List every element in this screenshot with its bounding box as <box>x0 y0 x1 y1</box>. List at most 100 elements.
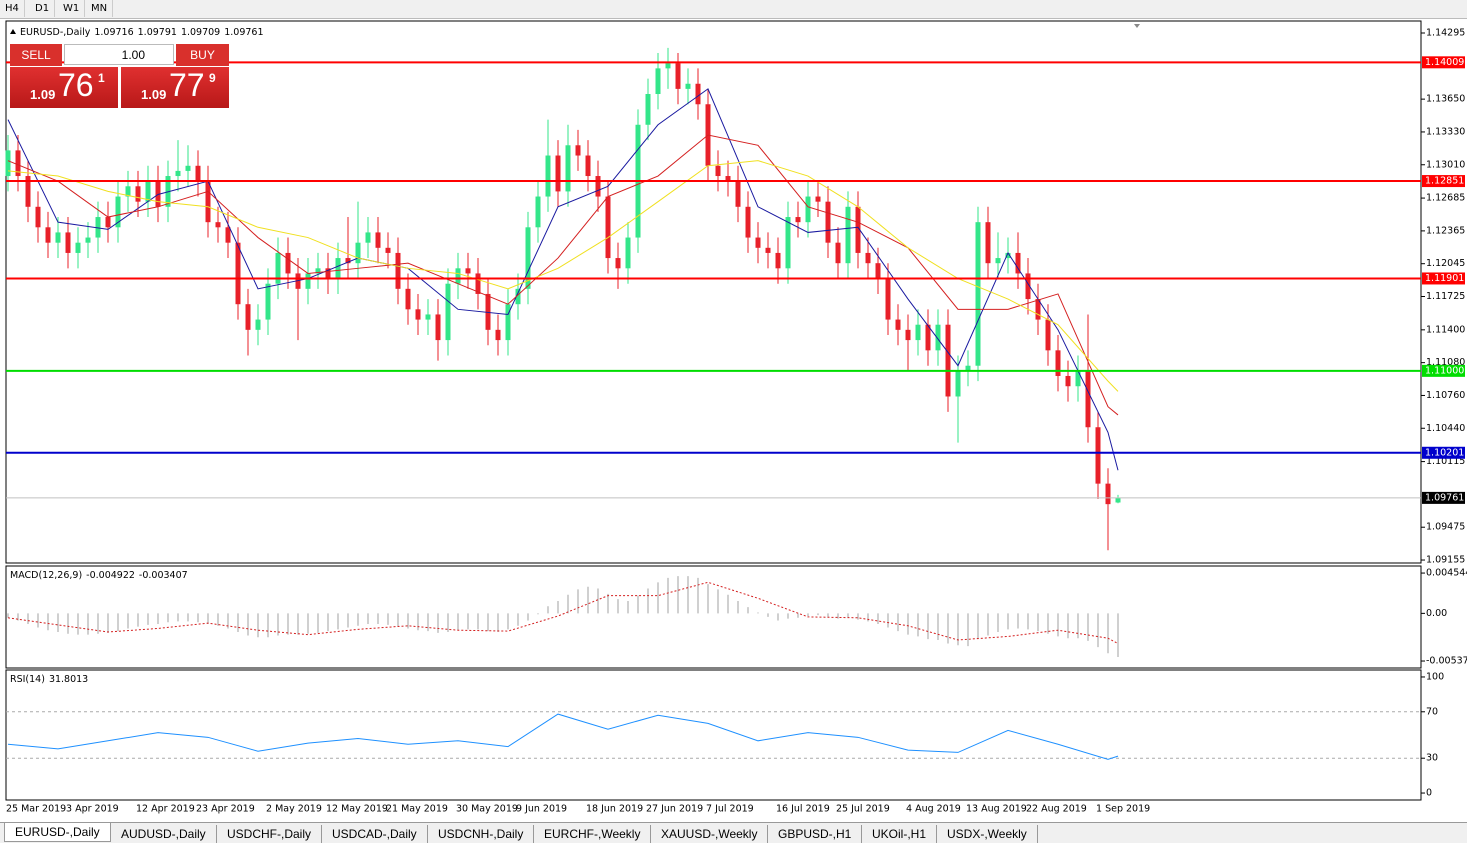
candle-body <box>1095 427 1101 484</box>
candle-body <box>915 324 921 341</box>
chart-tab[interactable]: EURCHF-,Weekly <box>534 825 652 843</box>
y-tick-label: 0.004544 <box>1426 568 1467 579</box>
y-tick-label: 1.09155 <box>1426 555 1465 566</box>
candle-body <box>405 288 411 310</box>
chart-header: EURUSD-,Daily 1.09716 1.09791 1.09709 1.0976… <box>20 27 264 38</box>
macd-header: MACD(12,26,9) -0.004922 -0.003407 <box>10 570 188 581</box>
buy-button[interactable]: BUY <box>176 44 229 66</box>
candle-body <box>865 252 871 264</box>
candle-body <box>1065 375 1071 387</box>
shift-marker <box>1134 24 1140 28</box>
candle-body <box>225 227 231 243</box>
x-tick-label: 18 Jun 2019 <box>586 804 643 815</box>
header-value: 1.09791 <box>138 27 177 38</box>
candle-body <box>365 232 371 243</box>
candle-body <box>235 242 241 305</box>
y-tick-label: 1.11080 <box>1426 357 1465 368</box>
sell-button[interactable]: SELL <box>10 44 62 66</box>
candle-body <box>265 283 271 320</box>
chart-tab[interactable]: USDCNH-,Daily <box>428 825 535 843</box>
candle-body <box>45 227 51 243</box>
chart-tab[interactable]: USDCHF-,Daily <box>217 825 322 843</box>
candle-body <box>995 258 1001 264</box>
y-tick-label: 1.12685 <box>1426 193 1465 204</box>
candle-body <box>1045 319 1051 351</box>
tf-button[interactable]: MN <box>86 0 114 17</box>
candle-body <box>835 242 841 264</box>
price-sup: 1 <box>98 71 105 85</box>
candle-body <box>795 217 801 223</box>
chart-tab[interactable]: UKOil-,H1 <box>862 825 938 843</box>
candle-body <box>805 196 811 223</box>
level-label: 1.12851 <box>1425 176 1464 187</box>
candle-body <box>885 278 891 320</box>
chart-tab[interactable]: EURUSD-,Daily <box>4 823 111 842</box>
candle-body <box>975 222 981 366</box>
candle-body <box>955 370 961 397</box>
candle-body <box>575 145 581 156</box>
candle-body <box>175 170 181 177</box>
x-tick-label: 27 Jun 2019 <box>646 804 703 815</box>
candle-body <box>935 324 941 351</box>
x-tick-label: 7 Jul 2019 <box>706 804 754 815</box>
candle-body <box>1115 497 1121 503</box>
candle-body <box>1035 299 1041 320</box>
candle-body <box>345 258 351 264</box>
macd-frame <box>5 565 1422 669</box>
level-label-box <box>1422 175 1465 188</box>
candle-body <box>645 94 651 125</box>
candle-body <box>625 237 631 269</box>
candle-body <box>525 227 531 289</box>
candle-body <box>455 268 461 284</box>
candle-body <box>755 237 761 248</box>
candle-body <box>945 324 951 397</box>
sell-price[interactable]: 1.09 76 1 <box>10 67 118 108</box>
chart-tab[interactable]: USDX-,Weekly <box>937 825 1038 843</box>
candle-body <box>1055 350 1061 376</box>
candle-body <box>145 181 151 202</box>
candle-body <box>745 206 751 238</box>
y-tick-label: 70 <box>1426 706 1438 717</box>
candle-body <box>535 196 541 228</box>
candle-body <box>375 232 381 248</box>
candle-body <box>335 258 341 279</box>
chart: 1.14295 1.13650 1.13330 1.13010 1.12685 1.123… <box>5 20 1467 815</box>
y-tick-label: 1.09475 <box>1426 522 1465 533</box>
chart-tab[interactable]: XAUUSD-,Weekly <box>651 825 769 843</box>
candle-body <box>305 273 311 289</box>
candle-body <box>95 217 101 238</box>
candle-body <box>135 186 141 202</box>
level-label: 1.11000 <box>1425 365 1464 376</box>
candle-body <box>275 252 281 284</box>
x-tick-label: 3 Apr 2019 <box>66 804 119 815</box>
candle-body <box>1085 370 1091 428</box>
buy-price[interactable]: 1.09 77 9 <box>121 67 229 108</box>
candle-body <box>605 196 611 259</box>
candle-body <box>875 263 881 279</box>
chart-tab[interactable]: AUDUSD-,Daily <box>111 825 217 843</box>
price-main: 76 <box>58 67 94 103</box>
tf-button[interactable]: H4 <box>0 0 25 17</box>
x-tick-label: 4 Aug 2019 <box>906 804 961 815</box>
chart-tab[interactable]: USDCAD-,Daily <box>322 825 428 843</box>
level-label: 1.11901 <box>1425 273 1464 284</box>
moving-average <box>7 88 1119 471</box>
candle-body <box>545 155 551 197</box>
chart-tab[interactable]: GBPUSD-,H1 <box>768 825 863 843</box>
tf-button[interactable]: D1 <box>30 0 56 17</box>
candle-body <box>695 83 701 105</box>
header-icon <box>10 29 16 34</box>
volume-input[interactable]: 1.00 <box>64 44 174 65</box>
x-tick-label: 12 May 2019 <box>326 804 388 815</box>
moving-average <box>7 134 1119 416</box>
candle-body <box>245 304 251 330</box>
candle-body <box>75 242 81 253</box>
y-tick-label: 1.11400 <box>1426 324 1465 335</box>
candle-body <box>615 258 621 269</box>
candle-body <box>735 181 741 207</box>
tf-button[interactable]: W1 <box>58 0 86 17</box>
y-tick-label: 0 <box>1426 788 1432 799</box>
candle-body <box>435 314 441 341</box>
x-tick-label: 23 Apr 2019 <box>196 804 255 815</box>
